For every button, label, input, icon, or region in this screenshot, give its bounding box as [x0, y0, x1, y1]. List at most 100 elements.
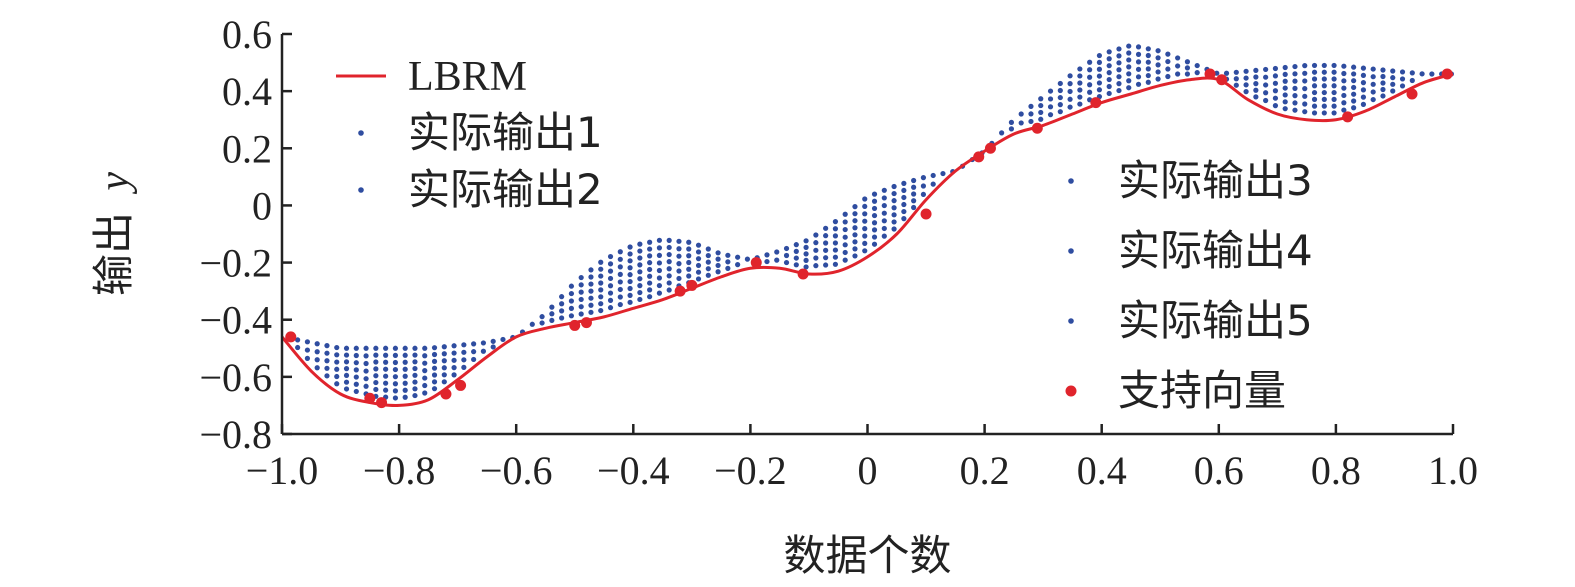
actual-output-point [793, 248, 799, 254]
actual-output-point [793, 262, 799, 268]
actual-output-point [588, 309, 594, 315]
actual-output-point [803, 257, 809, 263]
y-axis-title-text: 输出 [89, 212, 138, 296]
actual-output-point [1018, 120, 1024, 126]
actual-output-point [1155, 69, 1161, 75]
support-vector-point [1204, 68, 1216, 80]
support-vector-point [285, 331, 297, 343]
actual-output-point [803, 244, 809, 250]
actual-output-point [549, 304, 555, 310]
actual-output-point [744, 256, 751, 262]
actual-output-point [901, 208, 907, 215]
actual-output-point [314, 365, 320, 371]
actual-output-point [999, 130, 1005, 136]
actual-output-point [1302, 86, 1308, 92]
actual-output-point [1087, 59, 1093, 65]
actual-output-point [647, 266, 653, 273]
actual-output-point [852, 239, 858, 245]
actual-output-point [1282, 99, 1288, 105]
actual-output-point [1155, 76, 1161, 82]
actual-output-point [334, 381, 340, 387]
support-vector-point [376, 397, 388, 409]
actual-output-point [793, 242, 799, 248]
actual-output-point [1351, 78, 1357, 84]
actual-output-point [383, 380, 389, 386]
actual-output-point [1077, 73, 1083, 79]
actual-output-point [363, 383, 369, 389]
actual-output-point [686, 273, 692, 279]
actual-output-point [490, 338, 496, 344]
actual-output-point [1272, 65, 1279, 72]
x-tick-label: −0.6 [480, 448, 553, 493]
actual-output-point [607, 305, 614, 311]
legend-item: LBRM [336, 54, 527, 100]
actual-output-point [1096, 66, 1103, 72]
actual-output-point [304, 355, 311, 361]
x-axis-title: 数据个数 [783, 531, 951, 580]
actual-output-point [412, 392, 418, 399]
plot-area [280, 43, 1455, 409]
actual-output-point [1077, 101, 1083, 107]
actual-output-point [1165, 66, 1171, 72]
actual-output-point [1390, 75, 1396, 81]
actual-output-point [412, 365, 418, 372]
actual-output-point [1116, 46, 1122, 52]
actual-output-point [1116, 67, 1122, 73]
actual-output-point [1263, 66, 1269, 73]
actual-output-point [911, 191, 917, 197]
actual-output-point [1184, 59, 1191, 65]
actual-output-point [1057, 94, 1063, 101]
actual-output-point [1351, 105, 1357, 111]
actual-output-point [578, 311, 584, 317]
actual-output-point [353, 345, 359, 351]
actual-output-point [1419, 71, 1425, 77]
actual-output-point [1341, 78, 1347, 84]
actual-output-point [774, 249, 780, 255]
actual-output-point [1243, 82, 1249, 88]
actual-output-point [412, 379, 418, 385]
actual-output-point [1135, 59, 1142, 65]
actual-output-point [500, 336, 506, 343]
actual-output-point [862, 211, 868, 217]
legend-dot-swatch [1068, 318, 1074, 324]
actual-output-point [1253, 67, 1259, 73]
actual-output-point [695, 269, 702, 275]
actual-output-point [842, 249, 848, 256]
actual-output-point [1351, 91, 1357, 97]
actual-output-point [627, 265, 633, 271]
actual-output-point [402, 359, 408, 365]
actual-output-point [1311, 69, 1318, 75]
actual-output-point [891, 205, 897, 211]
actual-output-point [666, 237, 672, 243]
actual-output-point [373, 379, 379, 386]
actual-output-point [568, 283, 575, 289]
actual-output-point [607, 275, 614, 282]
axes: −1.0 −0.8 −0.6 −0.4 −0.2 0 0.2 0.4 0.6 0.8 1.0 −0.… [199, 12, 1478, 493]
actual-output-point [1175, 55, 1181, 61]
x-tick-label: 0 [858, 448, 878, 493]
actual-output-point [862, 248, 868, 254]
actual-output-point [891, 212, 897, 218]
actual-output-point [871, 241, 878, 247]
actual-output-point [1311, 103, 1318, 109]
actual-output-point [852, 225, 858, 231]
y-tick-label: −0.6 [199, 355, 272, 400]
actual-output-point [422, 382, 428, 389]
actual-output-point [1282, 78, 1288, 84]
actual-output-point [1331, 83, 1337, 89]
legend-label: 实际输出2 [408, 165, 603, 214]
x-tick-label: 0.6 [1194, 448, 1244, 493]
legend-right: 实际输出3 实际输出4 实际输出5 支持向量 [1065, 156, 1313, 415]
actual-output-point [1341, 100, 1347, 106]
actual-output-point [1184, 71, 1191, 77]
actual-output-point [1184, 65, 1191, 71]
actual-output-point [627, 299, 633, 305]
actual-output-point [353, 388, 359, 395]
actual-output-point [627, 272, 633, 278]
actual-output-point [901, 187, 907, 194]
actual-output-point [383, 366, 389, 372]
actual-output-point [930, 181, 936, 187]
actual-output-point [676, 268, 682, 274]
actual-output-point [588, 295, 594, 301]
actual-output-point [656, 237, 663, 243]
